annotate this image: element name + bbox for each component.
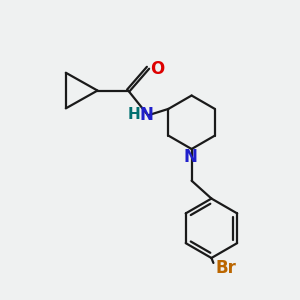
- Text: N: N: [139, 106, 153, 124]
- Text: Br: Br: [215, 259, 236, 277]
- Text: N: N: [184, 148, 198, 166]
- Text: H: H: [128, 107, 140, 122]
- Text: O: O: [150, 60, 164, 78]
